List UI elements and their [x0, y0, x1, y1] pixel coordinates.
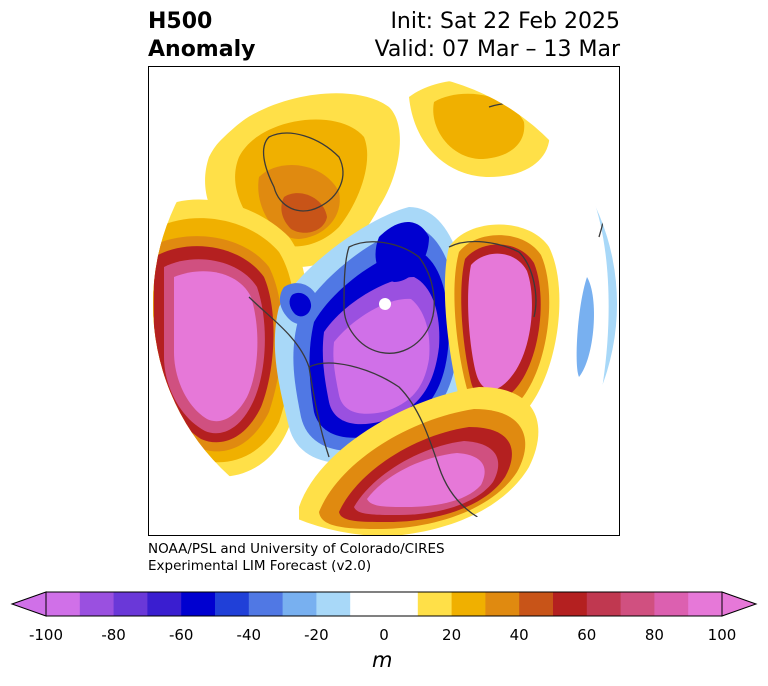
colorbar-tick-label: 100 — [707, 626, 737, 644]
title-line-1: H500 — [148, 9, 213, 34]
colorbar-cell — [586, 592, 622, 616]
colorbar-cells — [46, 592, 723, 616]
colorbar-cell — [519, 592, 554, 616]
negative-east-core — [576, 277, 594, 377]
positive-anomaly-eastern-us — [299, 387, 539, 535]
map-title: H500 Anomaly — [148, 8, 255, 64]
colorbar-ticks: -100 -80 -60 -40 -20 0 20 40 60 80 100 — [0, 626, 768, 646]
colorbar-cell — [215, 592, 250, 616]
init-date: Init: Sat 22 Feb 2025 — [390, 9, 620, 34]
colorbar-cell — [485, 592, 520, 616]
colorbar-tick-label: -20 — [304, 626, 329, 644]
valid-date-range: Valid: 07 Mar – 13 Mar — [374, 37, 620, 62]
colorbar-cell — [350, 592, 385, 616]
colorbar-outline — [45, 591, 723, 617]
credit-line-1: NOAA/PSL and University of Colorado/CIRE… — [148, 541, 445, 557]
colorbar-extend-high — [721, 591, 758, 617]
colorbar-tick-label: -60 — [168, 626, 194, 644]
colorbar-cell — [316, 592, 351, 616]
colorbar-cell — [282, 592, 317, 616]
colorbar-cell — [79, 592, 115, 616]
colorbar-tick-label: 40 — [509, 626, 529, 644]
colorbar-cell — [451, 592, 486, 616]
positive-anomaly-north-pacific — [153, 199, 308, 477]
credit-text: NOAA/PSL and University of Colorado/CIRE… — [148, 541, 445, 575]
colorbar-cell — [147, 592, 182, 616]
colorbar-cell — [654, 592, 689, 616]
forecast-dates: Init: Sat 22 Feb 2025 Valid: 07 Mar – 13… — [375, 8, 620, 64]
north-pole-marker — [379, 298, 391, 310]
colorbar-tick-label: 80 — [644, 626, 664, 644]
anomaly-map-svg — [153, 72, 617, 535]
colorbar-unit: m — [372, 648, 393, 672]
colorbar-cell — [113, 592, 148, 616]
anomaly-map — [148, 66, 620, 536]
colorbar-cell — [620, 592, 655, 616]
colorbar-tick-label: -80 — [101, 626, 126, 644]
positive-anomaly-north-atlantic — [444, 224, 560, 426]
colorbar-cell — [248, 592, 284, 616]
colorbar-tick-label: 20 — [442, 626, 462, 644]
colorbar-cell — [46, 592, 81, 616]
colorbar-extend-low — [10, 591, 47, 617]
colorbar-tick-label: 60 — [577, 626, 597, 644]
colorbar-tick-label: -40 — [236, 626, 262, 644]
colorbar-cell — [553, 592, 588, 616]
negative-anomaly-canada — [274, 207, 469, 464]
colorbar-cell — [417, 592, 453, 616]
colorbar-cell — [384, 592, 419, 616]
colorbar — [10, 591, 758, 617]
credit-line-2: Experimental LIM Forecast (v2.0) — [148, 558, 372, 574]
colorbar-tick-label: -100 — [28, 626, 64, 644]
colorbar-cell — [181, 592, 216, 616]
colorbar-tick-label: 0 — [379, 626, 389, 644]
title-line-2: Anomaly — [148, 37, 256, 62]
colorbar-cell — [688, 592, 723, 616]
